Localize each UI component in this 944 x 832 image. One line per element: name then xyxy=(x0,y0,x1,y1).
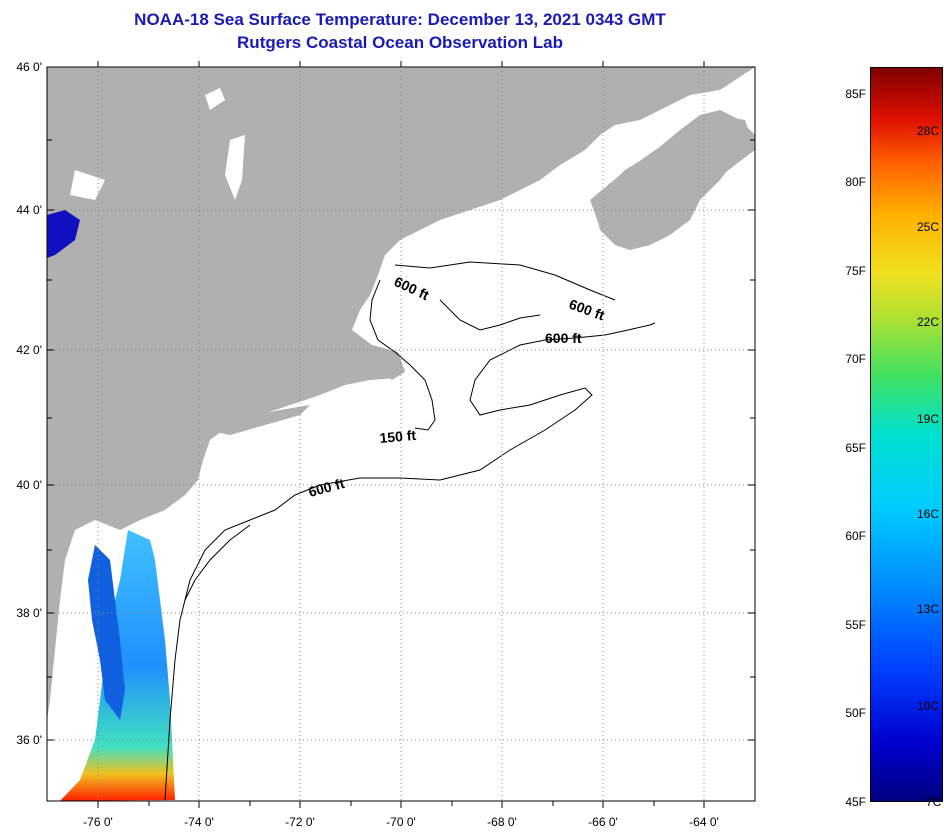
contour-label: 150 ft xyxy=(379,427,417,446)
colorbar-c-label: 16C xyxy=(917,507,940,521)
lat-label: 42 0' xyxy=(16,343,42,357)
lon-label: -74 0' xyxy=(184,815,214,829)
chesapeake-bay xyxy=(88,545,125,720)
lon-label: -70 0' xyxy=(386,815,416,829)
colorbar-f-label: 50F xyxy=(845,706,866,720)
colorbar-c-label: 7C xyxy=(926,795,942,809)
bathymetry-contours xyxy=(164,261,656,801)
colorbar-f-label: 70F xyxy=(845,352,866,366)
map-title: NOAA-18 Sea Surface Temperature: Decembe… xyxy=(134,10,666,29)
colorbar-gradient xyxy=(870,67,943,802)
lon-label: -72 0' xyxy=(285,815,315,829)
colorbar-f-label: 60F xyxy=(845,529,866,543)
lat-label: 36 0' xyxy=(16,733,42,747)
colorbar-f-label: 85F xyxy=(845,87,866,101)
lake xyxy=(205,88,225,110)
colorbar-c-label: 13C xyxy=(917,602,940,616)
contour-label: 600 ft xyxy=(545,330,582,346)
lat-label: 38 0' xyxy=(16,606,42,620)
lake-ontario xyxy=(47,210,80,258)
colorbar-c-label: 10C xyxy=(917,699,940,713)
lat-label: 46 0' xyxy=(16,60,42,74)
colorbar-c-label: 22C xyxy=(917,315,940,329)
colorbar-f-label: 65F xyxy=(845,441,866,455)
lake xyxy=(70,170,105,200)
nova-scotia xyxy=(590,115,755,248)
long-island xyxy=(205,405,310,435)
colorbar-f-label: 45F xyxy=(845,795,866,809)
lon-label: -68 0' xyxy=(487,815,517,829)
colorbar-f-label: 55F xyxy=(845,618,866,632)
colorbar-f-label: 80F xyxy=(845,175,866,189)
colorbar-c-label: 25C xyxy=(917,220,940,234)
lon-label: -64 0' xyxy=(689,815,719,829)
colorbar-c-label: 28C xyxy=(917,124,940,138)
lat-label: 40 0' xyxy=(16,478,42,492)
colorbar: 85F 80F 75F 70F 65F 60F 55F 50F 45F 28C … xyxy=(845,67,943,809)
colorbar-f-label: 75F xyxy=(845,264,866,278)
axis-ticks xyxy=(47,61,755,808)
land xyxy=(47,67,755,720)
lat-label: 44 0' xyxy=(16,203,42,217)
lon-label: -66 0' xyxy=(588,815,618,829)
map-subtitle: Rutgers Coastal Ocean Observation Lab xyxy=(237,33,563,52)
lon-label: -76 0' xyxy=(83,815,113,829)
colorbar-c-label: 19C xyxy=(917,412,940,426)
bay-of-fundy xyxy=(560,105,705,195)
lake xyxy=(225,135,245,200)
